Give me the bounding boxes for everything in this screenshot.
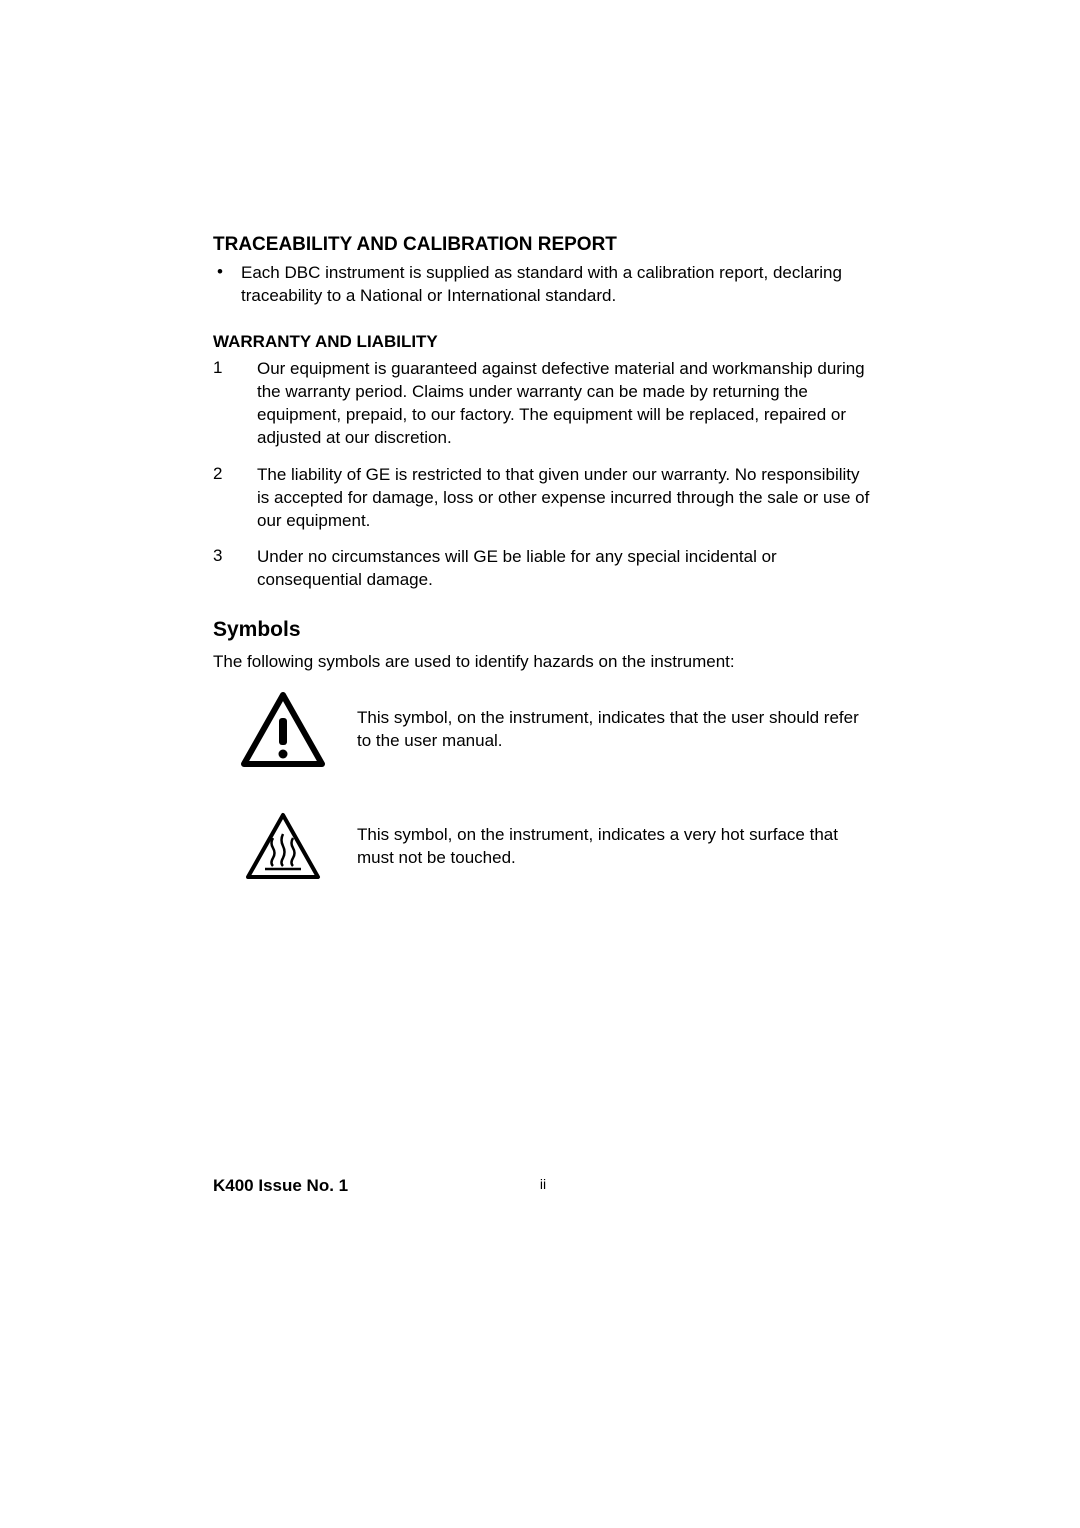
warning-symbol-text: This symbol, on the instrument, indicate… [353,707,873,753]
warranty-text-2: The liability of GE is restricted to tha… [257,464,873,533]
warranty-num-3: 3 [213,546,257,592]
warranty-item-3: 3 Under no circumstances will GE be liab… [213,546,873,592]
warning-symbol-row: This symbol, on the instrument, indicate… [213,692,873,768]
traceability-heading: TRACEABILITY AND CALIBRATION REPORT [213,234,873,256]
symbols-intro: The following symbols are used to identi… [213,652,873,672]
warranty-item-1: 1 Our equipment is guaranteed against de… [213,358,873,450]
page-content: TRACEABILITY AND CALIBRATION REPORT • Ea… [213,234,873,926]
footer-issue: K400 Issue No. 1 [213,1176,348,1196]
traceability-text: Each DBC instrument is supplied as stand… [241,262,873,308]
symbols-heading: Symbols [213,618,873,642]
warranty-text-3: Under no circumstances will GE be liable… [257,546,873,592]
warning-triangle-icon [213,692,353,768]
footer-page-number: ii [540,1176,546,1192]
warranty-heading: WARRANTY AND LIABILITY [213,332,873,352]
warranty-num-2: 2 [213,464,257,533]
hot-symbol-text: This symbol, on the instrument, indicate… [353,824,873,870]
traceability-bullet: • Each DBC instrument is supplied as sta… [213,262,873,308]
warranty-text-1: Our equipment is guaranteed against defe… [257,358,873,450]
hot-surface-triangle-icon [213,812,353,882]
warranty-item-2: 2 The liability of GE is restricted to t… [213,464,873,533]
hot-symbol-row: This symbol, on the instrument, indicate… [213,812,873,882]
page-footer: K400 Issue No. 1 ii [213,1176,873,1196]
warranty-num-1: 1 [213,358,257,450]
bullet-marker: • [213,262,241,308]
